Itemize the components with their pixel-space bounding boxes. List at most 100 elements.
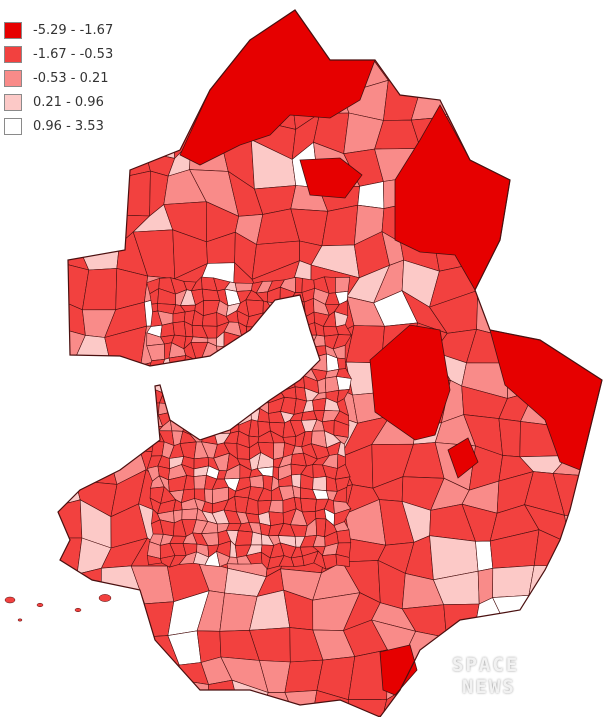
district-polygon xyxy=(273,331,283,349)
district-polygon xyxy=(523,87,556,126)
district-polygon xyxy=(105,666,149,694)
district-polygon xyxy=(235,380,252,393)
legend: -5.29 - -1.67 -1.67 - -0.53 -0.53 - 0.21… xyxy=(4,18,113,138)
legend-swatch xyxy=(4,117,22,135)
district-polygon xyxy=(249,355,264,370)
district-polygon xyxy=(172,321,187,337)
district-polygon xyxy=(494,87,539,126)
legend-item: -5.29 - -1.67 xyxy=(4,18,113,42)
district-polygon xyxy=(74,179,115,219)
district-polygon xyxy=(169,411,187,422)
district-polygon xyxy=(225,369,237,382)
district-polygon xyxy=(69,649,115,694)
district-polygon xyxy=(58,200,78,249)
district-polygon xyxy=(519,289,567,325)
district-polygon xyxy=(475,540,494,572)
legend-label: -5.29 - -1.67 xyxy=(33,22,114,38)
district-polygon xyxy=(474,87,497,122)
district-polygon xyxy=(279,298,293,316)
district-polygon xyxy=(400,28,448,55)
district-polygon xyxy=(527,686,568,717)
district-polygon xyxy=(552,563,597,604)
district-polygon xyxy=(70,409,116,454)
district-polygon xyxy=(317,377,327,394)
district-polygon xyxy=(400,680,439,717)
district-polygon xyxy=(335,276,351,294)
district-polygon xyxy=(279,345,296,360)
district-polygon xyxy=(171,387,186,405)
district-polygon xyxy=(467,109,497,149)
district-polygon xyxy=(182,369,196,382)
district-polygon xyxy=(557,24,593,69)
district-polygon xyxy=(234,282,253,292)
district-polygon xyxy=(237,336,252,348)
district-polygon xyxy=(58,573,78,610)
district-polygon xyxy=(58,602,71,632)
legend-label: 0.21 - 0.96 xyxy=(33,94,104,110)
district-polygon xyxy=(496,10,540,35)
district-polygon xyxy=(554,87,599,119)
district-polygon xyxy=(553,289,601,337)
district-polygon xyxy=(271,357,284,367)
district-polygon xyxy=(536,10,565,29)
district-polygon xyxy=(201,398,218,412)
district-polygon xyxy=(588,237,602,277)
district-polygon xyxy=(534,158,568,191)
district-polygon xyxy=(168,355,187,372)
district-polygon xyxy=(256,355,275,370)
district-polygon xyxy=(550,272,601,295)
district-polygon xyxy=(588,10,602,29)
district-polygon xyxy=(335,553,350,567)
district-polygon xyxy=(527,662,568,693)
district-polygon xyxy=(101,357,142,398)
district-polygon xyxy=(58,650,84,685)
district-polygon xyxy=(101,385,143,425)
district-polygon xyxy=(591,293,602,338)
district-polygon xyxy=(58,409,77,448)
watermark-line: NEWS xyxy=(462,676,516,698)
island-polygon xyxy=(36,602,44,608)
district-polygon xyxy=(552,141,591,191)
legend-label: 0.96 - 3.53 xyxy=(33,118,104,134)
district-polygon xyxy=(58,499,83,539)
district-polygon xyxy=(257,377,273,392)
district-polygon xyxy=(312,476,327,492)
district-polygon xyxy=(520,259,567,310)
district-polygon xyxy=(201,390,218,405)
district-polygon xyxy=(171,377,186,391)
district-polygon xyxy=(58,388,79,431)
district-polygon xyxy=(266,301,284,317)
district-polygon xyxy=(110,170,151,217)
district-polygon xyxy=(195,358,205,371)
district-polygon xyxy=(312,397,327,412)
district-polygon xyxy=(472,29,505,61)
district-polygon xyxy=(170,397,187,416)
district-polygon xyxy=(148,364,164,384)
district-polygon xyxy=(558,543,592,567)
district-polygon xyxy=(291,310,307,326)
district-polygon xyxy=(181,508,199,521)
district-polygon xyxy=(108,419,143,454)
district-polygon xyxy=(588,269,602,299)
district-polygon xyxy=(499,27,540,55)
district-polygon xyxy=(110,10,139,31)
district-polygon xyxy=(198,383,238,431)
district-polygon xyxy=(596,439,602,482)
district-polygon xyxy=(537,24,565,69)
district-polygon xyxy=(589,118,602,153)
district-polygon xyxy=(195,410,206,426)
district-polygon xyxy=(100,690,149,717)
district-polygon xyxy=(447,437,479,479)
district-polygon xyxy=(587,547,602,565)
district-polygon xyxy=(537,53,558,89)
district-polygon xyxy=(579,179,602,203)
district-polygon xyxy=(200,356,220,371)
district-polygon xyxy=(256,342,276,358)
district-polygon xyxy=(200,376,216,394)
district-polygon xyxy=(198,354,235,392)
district-polygon xyxy=(492,594,539,628)
island-polygon xyxy=(74,607,82,613)
district-polygon xyxy=(581,26,602,70)
district-polygon xyxy=(499,260,529,310)
